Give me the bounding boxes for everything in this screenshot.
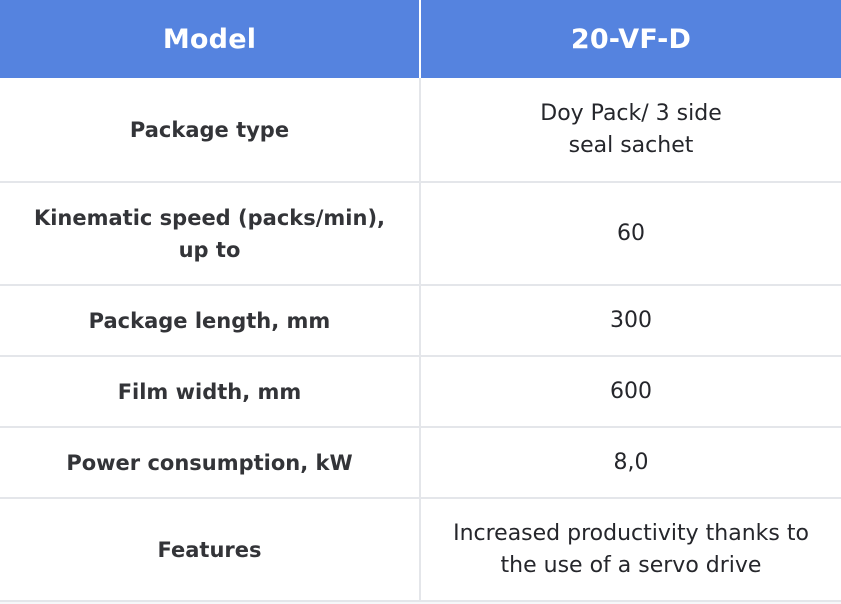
row-label-film-width: Film width, mm	[0, 356, 421, 428]
label-line: Kinematic speed (packs/min),	[33, 205, 386, 230]
row-value-power-consumption: 8,0	[420, 427, 841, 499]
table-row: Features Increased productivity thanks t…	[0, 498, 841, 602]
table-row: Film width, mm 600	[0, 356, 841, 428]
row-value-film-width: 600	[420, 356, 841, 428]
value-line: Doy Pack/ 3 side	[540, 100, 722, 126]
table-row: Package type Doy Pack/ 3 side seal sache…	[0, 78, 841, 183]
row-value-features: Increased productivity thanks to the use…	[420, 498, 841, 602]
row-label-power-consumption: Power consumption, kW	[0, 427, 421, 499]
row-value-package-length: 300	[420, 285, 841, 357]
table-row: Kinematic speed (packs/min), up to 60	[0, 182, 841, 286]
label-line: up to	[178, 237, 241, 262]
row-label-package-type: Package type	[0, 78, 421, 183]
value-line: the use of a servo drive	[500, 552, 762, 578]
table-row: Package length, mm 300	[0, 285, 841, 357]
row-value-kinematic-speed: 60	[420, 182, 841, 286]
value-line: seal sachet	[568, 132, 694, 158]
row-label-package-length: Package length, mm	[0, 285, 421, 357]
value-line: Increased productivity thanks to	[453, 520, 809, 546]
table-header-row: Model 20-VF-D	[0, 0, 841, 78]
row-value-package-type: Doy Pack/ 3 side seal sachet	[420, 78, 841, 183]
table-row: Power consumption, kW 8,0	[0, 427, 841, 499]
header-model: Model	[0, 0, 421, 78]
row-label-features: Features	[0, 498, 421, 602]
row-label-kinematic-speed: Kinematic speed (packs/min), up to	[0, 182, 421, 286]
header-model-number: 20-VF-D	[420, 0, 841, 78]
